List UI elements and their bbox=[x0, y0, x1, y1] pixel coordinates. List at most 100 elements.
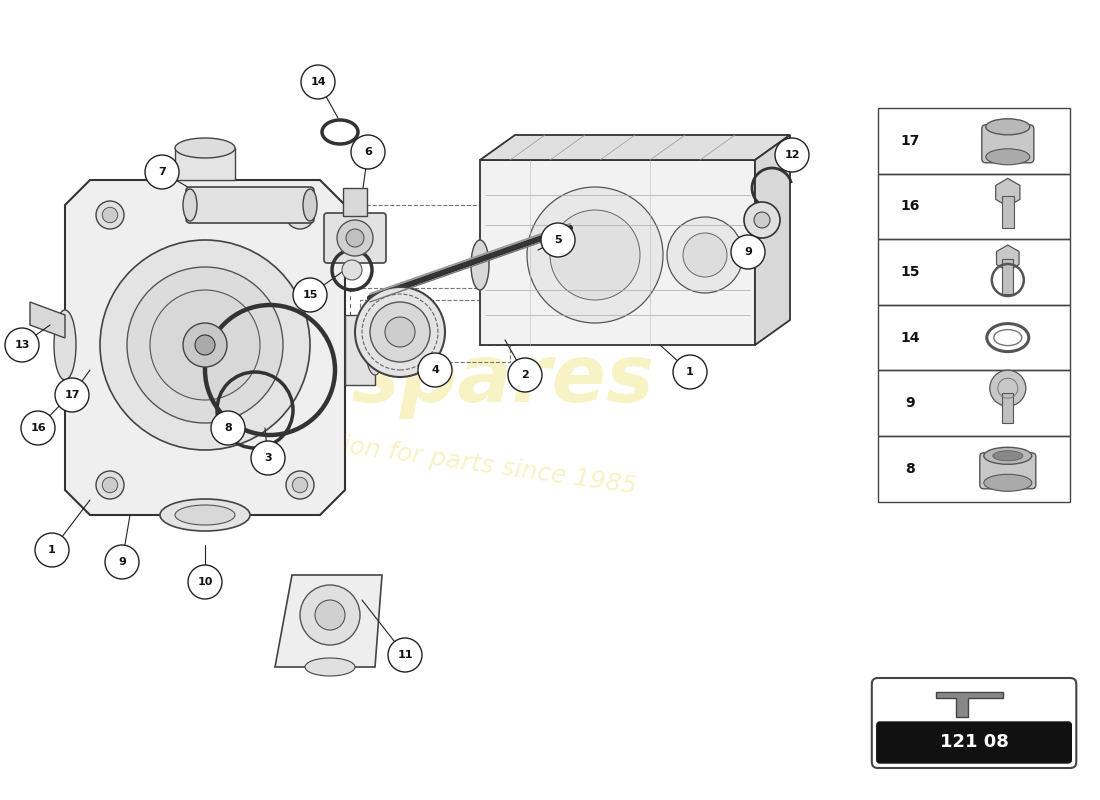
Circle shape bbox=[6, 328, 38, 362]
Bar bbox=[878, 108, 1070, 174]
Ellipse shape bbox=[175, 505, 235, 525]
Text: 9: 9 bbox=[905, 396, 914, 410]
FancyBboxPatch shape bbox=[980, 453, 1036, 489]
Polygon shape bbox=[480, 135, 790, 160]
Text: 2: 2 bbox=[521, 370, 529, 380]
Ellipse shape bbox=[366, 325, 384, 375]
Bar bbox=[878, 239, 1070, 305]
Circle shape bbox=[293, 478, 308, 493]
Circle shape bbox=[251, 441, 285, 475]
Circle shape bbox=[100, 240, 310, 450]
Circle shape bbox=[351, 135, 385, 169]
Text: 14: 14 bbox=[900, 330, 920, 345]
Circle shape bbox=[541, 223, 575, 257]
Circle shape bbox=[550, 210, 640, 300]
Circle shape bbox=[346, 229, 364, 247]
Bar bbox=[1002, 259, 1013, 294]
Bar bbox=[1002, 196, 1014, 229]
Circle shape bbox=[35, 533, 69, 567]
Text: 12: 12 bbox=[784, 150, 800, 160]
FancyBboxPatch shape bbox=[186, 187, 314, 223]
Circle shape bbox=[211, 411, 245, 445]
Polygon shape bbox=[480, 160, 755, 345]
Circle shape bbox=[754, 212, 770, 228]
Circle shape bbox=[96, 201, 124, 229]
Circle shape bbox=[150, 290, 260, 400]
Text: 16: 16 bbox=[30, 423, 46, 433]
Circle shape bbox=[990, 370, 1026, 406]
Text: 4: 4 bbox=[431, 365, 439, 375]
Text: 15: 15 bbox=[302, 290, 318, 300]
Circle shape bbox=[96, 471, 124, 499]
Ellipse shape bbox=[305, 658, 355, 676]
Text: 9: 9 bbox=[744, 247, 752, 257]
Ellipse shape bbox=[471, 240, 490, 290]
Circle shape bbox=[55, 378, 89, 412]
Bar bbox=[175, 148, 235, 180]
Ellipse shape bbox=[160, 499, 250, 531]
Circle shape bbox=[342, 260, 362, 280]
Circle shape bbox=[744, 202, 780, 238]
Bar bbox=[878, 174, 1070, 239]
Circle shape bbox=[183, 323, 227, 367]
Circle shape bbox=[300, 585, 360, 645]
Text: 10: 10 bbox=[197, 577, 212, 587]
Text: 5: 5 bbox=[554, 235, 562, 245]
Circle shape bbox=[102, 478, 118, 493]
Circle shape bbox=[776, 138, 808, 172]
Circle shape bbox=[126, 267, 283, 423]
Text: 3: 3 bbox=[264, 453, 272, 463]
Polygon shape bbox=[997, 245, 1019, 271]
Circle shape bbox=[286, 201, 313, 229]
Text: a passion for parts since 1985: a passion for parts since 1985 bbox=[262, 422, 639, 498]
Circle shape bbox=[673, 355, 707, 389]
Polygon shape bbox=[275, 575, 382, 667]
Text: 1: 1 bbox=[686, 367, 694, 377]
Text: eurospares: eurospares bbox=[145, 341, 654, 419]
Bar bbox=[878, 436, 1070, 502]
Ellipse shape bbox=[54, 310, 76, 380]
Circle shape bbox=[732, 235, 764, 269]
Circle shape bbox=[418, 353, 452, 387]
Bar bbox=[880, 725, 1068, 760]
Bar bbox=[878, 305, 1070, 370]
Text: 121 08: 121 08 bbox=[939, 733, 1009, 751]
Ellipse shape bbox=[983, 447, 1032, 464]
Polygon shape bbox=[65, 180, 345, 515]
Bar bbox=[1002, 394, 1013, 423]
Circle shape bbox=[286, 471, 313, 499]
Text: 9: 9 bbox=[118, 557, 125, 567]
Circle shape bbox=[667, 217, 743, 293]
Circle shape bbox=[102, 207, 118, 222]
Circle shape bbox=[315, 600, 345, 630]
Circle shape bbox=[385, 317, 415, 347]
Ellipse shape bbox=[175, 138, 235, 158]
Circle shape bbox=[145, 155, 179, 189]
Text: 6: 6 bbox=[364, 147, 372, 157]
Bar bbox=[343, 188, 367, 216]
Text: 17: 17 bbox=[64, 390, 79, 400]
Ellipse shape bbox=[983, 474, 1032, 491]
FancyBboxPatch shape bbox=[877, 722, 1071, 763]
Text: 11: 11 bbox=[397, 650, 412, 660]
Circle shape bbox=[293, 278, 327, 312]
Circle shape bbox=[508, 358, 542, 392]
Text: 17: 17 bbox=[900, 134, 920, 148]
Circle shape bbox=[355, 287, 446, 377]
Circle shape bbox=[104, 545, 139, 579]
Ellipse shape bbox=[302, 189, 317, 221]
Polygon shape bbox=[755, 135, 790, 345]
Ellipse shape bbox=[986, 118, 1030, 134]
FancyBboxPatch shape bbox=[982, 125, 1034, 162]
Text: 14: 14 bbox=[310, 77, 326, 87]
Text: 8: 8 bbox=[224, 423, 232, 433]
Text: 7: 7 bbox=[158, 167, 166, 177]
Polygon shape bbox=[936, 692, 1003, 717]
Circle shape bbox=[195, 335, 214, 355]
Circle shape bbox=[370, 302, 430, 362]
Circle shape bbox=[293, 207, 308, 222]
Circle shape bbox=[337, 220, 373, 256]
Ellipse shape bbox=[183, 189, 197, 221]
Circle shape bbox=[301, 65, 336, 99]
Text: 16: 16 bbox=[900, 199, 920, 214]
